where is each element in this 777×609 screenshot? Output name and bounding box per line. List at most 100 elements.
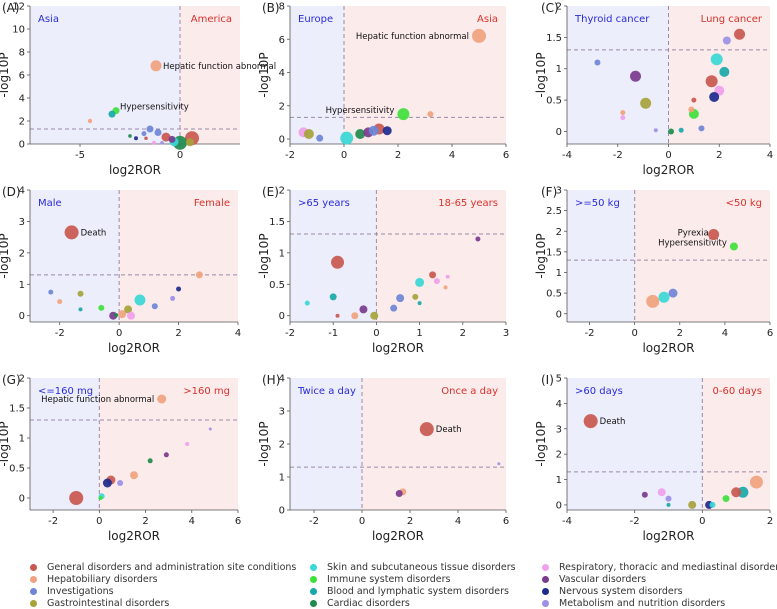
data-point (688, 106, 695, 113)
y-tick-label: 4 (279, 374, 285, 385)
data-point (304, 300, 310, 306)
y-tick-label: 1 (19, 434, 25, 445)
data-point (445, 274, 450, 279)
legend-item: Cardiac disorders (310, 598, 410, 609)
y-tick-label: 10 (12, 25, 25, 36)
x-tick-label: 2 (677, 328, 683, 339)
legend-dot (542, 588, 549, 595)
panel-label: (G) (2, 373, 21, 387)
left-region-label: Europe (298, 14, 333, 25)
point-annotation: Death (81, 228, 107, 238)
x-axis-label: log2ROR (372, 529, 424, 543)
legend-item: Hepatobiliary disorders (30, 574, 158, 585)
y-tick-label: 1 (556, 475, 562, 486)
data-point (412, 293, 419, 300)
data-point (688, 500, 697, 509)
data-point (340, 131, 354, 145)
left-region-bg (567, 190, 635, 322)
data-point (475, 236, 481, 242)
right-region-label: Asia (477, 14, 498, 25)
x-tick-label: 4 (455, 516, 461, 527)
data-point (665, 495, 672, 502)
left-region-bg (290, 6, 344, 144)
right-region-label: Once a day (441, 386, 498, 397)
left-region-label: Thyroid cancer (574, 14, 650, 25)
data-point (646, 294, 660, 308)
x-tick-label: 6 (235, 516, 241, 527)
right-region-label: 0-60 days (713, 386, 762, 397)
left-region-bg (567, 6, 669, 144)
y-tick-label: 1 (19, 280, 25, 291)
left-region-bg (30, 190, 120, 322)
data-point (78, 307, 83, 312)
x-axis-label: log2ROR (109, 163, 161, 177)
data-point (370, 311, 379, 320)
data-point (397, 108, 410, 121)
right-region-label: <50 kg (726, 198, 762, 209)
data-point (48, 289, 54, 295)
data-point (640, 97, 652, 109)
x-tick-label: -5 (75, 150, 85, 161)
data-point (620, 115, 626, 121)
y-tick-label: 2 (556, 450, 562, 461)
y-tick-label: 2 (19, 374, 25, 385)
right-region-label: 18-65 years (438, 198, 498, 209)
data-point (359, 305, 368, 314)
right-region-bg (376, 190, 506, 322)
y-tick-label: 1.5 (546, 247, 562, 258)
left-region-label: Male (38, 198, 62, 209)
panel-label: (I) (541, 373, 554, 387)
data-point (472, 28, 486, 43)
left-region-label: <=160 mg (38, 386, 93, 397)
x-tick-label: 0 (373, 328, 379, 339)
point-annotation: Hypersensitivity (120, 103, 189, 113)
x-tick-label: 1 (416, 328, 422, 339)
y-tick-label: 2 (279, 186, 285, 197)
data-point (351, 312, 359, 320)
y-tick-label: 4 (279, 68, 285, 79)
y-tick-label: 2 (19, 117, 25, 128)
data-point (154, 129, 162, 136)
data-point (666, 502, 671, 507)
left-region-bg (290, 378, 362, 510)
x-tick-label: -2 (613, 150, 623, 161)
x-tick-label: 6 (503, 516, 509, 527)
x-tick-label: 2 (175, 328, 181, 339)
left-region-label: >65 years (298, 198, 350, 209)
legend-item: Skin and subcutaneous tissue disorders (310, 562, 516, 573)
y-axis-label: -log10P (534, 52, 548, 97)
y-tick-label: 4 (19, 94, 25, 105)
x-tick-label: 2 (142, 516, 148, 527)
panel-label: (C) (541, 1, 559, 15)
data-point (708, 229, 720, 241)
left-region-bg (30, 378, 100, 510)
right-region-label: America (191, 14, 232, 25)
data-point (630, 70, 642, 82)
x-tick-label: 0 (96, 516, 102, 527)
data-point (303, 129, 314, 140)
data-point (69, 491, 84, 505)
x-tick-label: -2 (285, 150, 295, 161)
data-point (583, 414, 598, 429)
data-point (130, 471, 138, 480)
y-tick-label: 3 (556, 186, 562, 197)
x-axis-label: log2ROR (642, 163, 694, 177)
x-tick-label: 4 (767, 150, 773, 161)
data-point (176, 286, 182, 292)
y-tick-label: 3 (556, 424, 562, 435)
data-point (77, 290, 84, 297)
y-axis-label: -log10P (0, 421, 11, 466)
data-point (124, 305, 133, 314)
y-tick-label: 6 (279, 35, 285, 46)
x-tick-label: 4 (449, 150, 455, 161)
legend-item: Vascular disorders (542, 574, 646, 585)
y-axis-label: -log10P (257, 52, 271, 97)
x-tick-label: 4 (189, 516, 195, 527)
x-tick-label: 0 (699, 516, 705, 527)
data-point (128, 134, 132, 138)
y-tick-label: 0.5 (9, 464, 25, 475)
data-point (497, 462, 501, 466)
y-tick-label: 3 (19, 217, 25, 228)
y-axis-label: -log10P (0, 233, 11, 278)
y-tick-label: 0.5 (546, 96, 562, 107)
